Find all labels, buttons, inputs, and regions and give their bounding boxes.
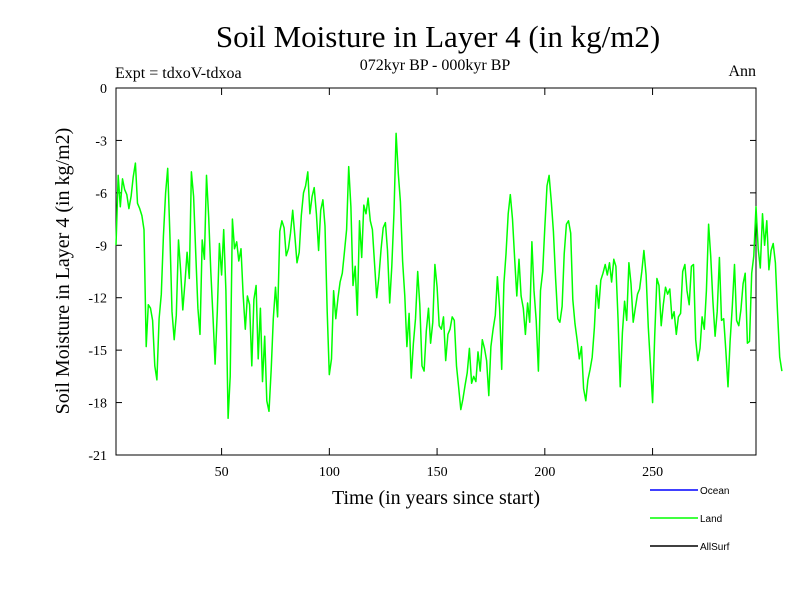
series-layer xyxy=(115,132,783,420)
x-tick-label: 200 xyxy=(534,465,555,480)
y-tick-label: -6 xyxy=(95,187,107,202)
y-tick-label: -3 xyxy=(95,134,107,149)
x-tick-label: 150 xyxy=(427,465,448,480)
x-axis-label: Time (in years since start) xyxy=(332,487,540,509)
y-tick-label: -15 xyxy=(88,344,107,359)
y-tick-label: -18 xyxy=(88,397,107,412)
chart-title: Soil Moisture in Layer 4 (in kg/m2) xyxy=(216,19,660,54)
series-line-land xyxy=(115,132,783,420)
y-tick-label: 0 xyxy=(100,82,107,97)
x-tick-label: 50 xyxy=(215,465,229,480)
y-tick-label: -9 xyxy=(95,239,107,254)
y-axis-label: Soil Moisture in Layer 4 (in kg/m2) xyxy=(52,128,74,415)
x-tick-label: 100 xyxy=(319,465,340,480)
x-axis: 50 100 150 200 250 xyxy=(215,88,663,480)
legend-label-ocean: Ocean xyxy=(700,486,729,497)
y-tick-label: -21 xyxy=(88,449,107,464)
experiment-label: Expt = tdxoV-tdxoa xyxy=(115,65,242,82)
chart-subtitle: 072kyr BP - 000kyr BP xyxy=(360,57,511,74)
y-axis: 0 -3 -6 -9 -12 -15 -18 -21 xyxy=(88,82,756,464)
legend-label-allsurf: AllSurf xyxy=(700,542,730,553)
legend-label-land: Land xyxy=(700,514,722,525)
x-tick-label: 250 xyxy=(642,465,663,480)
legend: Ocean Land AllSurf xyxy=(650,486,730,553)
y-tick-label: -12 xyxy=(88,292,107,307)
plot-area xyxy=(115,87,757,456)
season-label: Ann xyxy=(728,63,756,80)
